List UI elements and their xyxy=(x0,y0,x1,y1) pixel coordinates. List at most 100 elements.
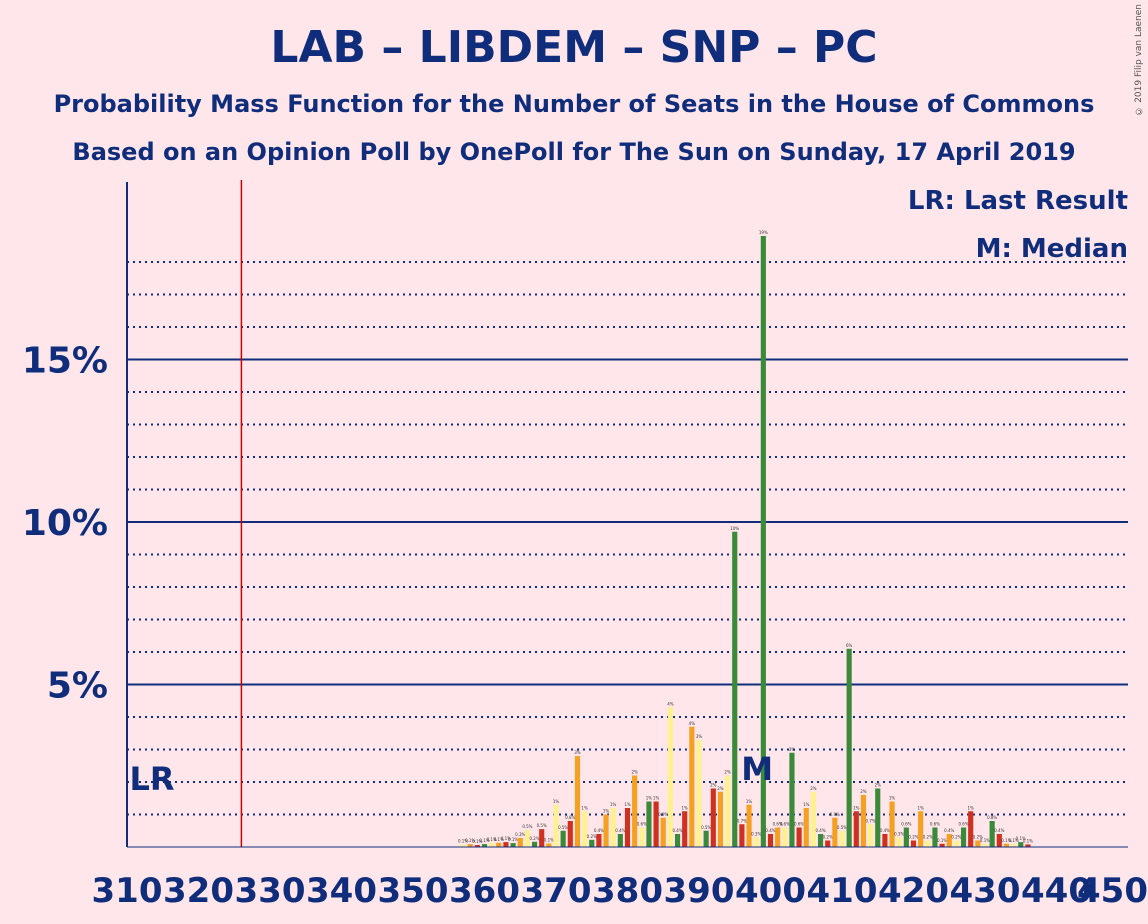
bar-label-408: 0.2% xyxy=(823,835,833,840)
bar-408 xyxy=(825,840,831,847)
bar-label-422: 0.2% xyxy=(923,835,933,840)
y-tick-label: 10% xyxy=(22,503,108,544)
bar-432 xyxy=(996,834,1002,847)
bar-385 xyxy=(660,817,666,847)
bar-400 xyxy=(767,834,774,847)
bar-label-360: 0.1% xyxy=(479,838,489,843)
axes xyxy=(126,182,1128,848)
bar-label-384: 1% xyxy=(653,796,660,801)
bar-label-429: 0.2% xyxy=(973,835,983,840)
bar-label-416: 0.4% xyxy=(880,828,890,833)
bar-423 xyxy=(932,827,938,847)
bar-label-406: 2% xyxy=(810,786,817,791)
x-tick-label: 380 xyxy=(592,871,663,911)
bar-393 xyxy=(717,791,724,847)
bar-421 xyxy=(918,811,924,847)
bar-label-418: 0.3% xyxy=(894,831,904,836)
bar-381 xyxy=(632,775,638,847)
x-tick-label: 390 xyxy=(664,871,735,911)
bar-label-432: 0.4% xyxy=(994,828,1004,833)
bar-415 xyxy=(875,788,881,847)
bar-434 xyxy=(1011,843,1017,847)
x-tick-label: 440 xyxy=(1021,871,1092,911)
bar-399 xyxy=(760,236,766,847)
bar-label-436: 0.1% xyxy=(1023,838,1033,843)
bar-label-414: 0.7% xyxy=(866,818,876,823)
bar-435 xyxy=(1018,842,1024,847)
bar-label-401: 0.6% xyxy=(773,822,783,827)
bar-372 xyxy=(567,821,573,847)
bar-label-386: 4% xyxy=(667,701,674,706)
bar-430 xyxy=(982,843,988,847)
bar-label-374: 1% xyxy=(581,805,588,810)
bar-label-387: 0.4% xyxy=(672,828,682,833)
bar-label-428: 1% xyxy=(968,805,975,810)
bar-label-435: 0.1% xyxy=(1016,836,1026,841)
y-tick-label: 15% xyxy=(22,341,108,382)
bar-420 xyxy=(910,840,917,847)
bar-426 xyxy=(953,840,959,847)
bar-label-410: 0.5% xyxy=(837,825,847,830)
bar-403 xyxy=(789,752,795,847)
bar-406 xyxy=(810,791,816,847)
bar-414 xyxy=(868,824,874,847)
bar-397 xyxy=(746,804,752,847)
bar-label-392: 2% xyxy=(710,783,717,788)
bar-label-363: 0.1% xyxy=(501,836,511,841)
x-tick-label: 310 xyxy=(92,871,163,911)
bar-416 xyxy=(882,834,888,847)
bar-394 xyxy=(725,775,731,847)
bar-label-411: 6% xyxy=(846,643,853,648)
bar-373 xyxy=(574,756,581,847)
bar-422 xyxy=(925,840,931,847)
bar-label-399: 19% xyxy=(759,230,768,235)
x-tick-label: 400 xyxy=(735,871,806,911)
bar-label-357: 0.1% xyxy=(458,839,468,844)
bar-label-378: 1% xyxy=(610,802,617,807)
bar-379 xyxy=(617,834,623,847)
bar-label-389: 4% xyxy=(689,721,696,726)
bar-label-361: 0.1% xyxy=(487,837,497,842)
bar-411 xyxy=(846,648,852,847)
bar-label-402: 0.6% xyxy=(780,822,790,827)
bar-368 xyxy=(539,829,545,847)
bar-label-383: 1% xyxy=(646,796,653,801)
bar-431 xyxy=(989,821,995,847)
bar-label-397: 1% xyxy=(746,799,753,804)
bar-371 xyxy=(560,830,566,847)
bar-label-413: 2% xyxy=(860,789,867,794)
bar-391 xyxy=(703,830,709,847)
bar-label-425: 0.4% xyxy=(944,828,954,833)
bar-label-388: 1% xyxy=(682,805,689,810)
bar-label-421: 1% xyxy=(917,805,924,810)
bar-389 xyxy=(689,726,695,847)
bar-428 xyxy=(968,811,974,847)
bar-label-420: 0.2% xyxy=(908,835,918,840)
bar-label-364: 0.1% xyxy=(508,837,518,842)
bar-357 xyxy=(460,844,466,847)
bar-label-368: 0.5% xyxy=(537,823,547,828)
bar-label-366: 0.5% xyxy=(522,824,532,829)
chart-subtitle: Probability Mass Function for the Number… xyxy=(53,90,1095,118)
bar-402 xyxy=(782,827,788,847)
bar-418 xyxy=(896,837,902,847)
tick-labels: 310 320 330 340 350 360 370 380 390 400 410 420 430 4… xyxy=(22,341,1148,912)
bar-label-417: 1% xyxy=(889,796,896,801)
bar-label-409: 0.9% xyxy=(830,812,840,817)
bar-label-423: 0.6% xyxy=(930,822,940,827)
chart-source-line: Based on an Opinion Poll by OnePoll for … xyxy=(72,138,1076,166)
bar-label-390: 3% xyxy=(696,734,703,739)
bar-label-381: 2% xyxy=(631,770,638,775)
bar-360 xyxy=(481,844,488,847)
bar-label-382: 0.6% xyxy=(637,822,647,827)
bar-label-400: 0.4% xyxy=(765,828,775,833)
bar-label-359: 0.1% xyxy=(472,839,482,844)
bar-424 xyxy=(939,843,945,847)
bar-398 xyxy=(753,837,759,847)
x-tick-label: 350 xyxy=(378,871,449,911)
x-tick-label: 370 xyxy=(521,871,592,911)
bar-label-369: 0.1% xyxy=(544,837,554,842)
bar-376 xyxy=(596,834,602,847)
bar-label-375: 0.2% xyxy=(587,834,597,839)
